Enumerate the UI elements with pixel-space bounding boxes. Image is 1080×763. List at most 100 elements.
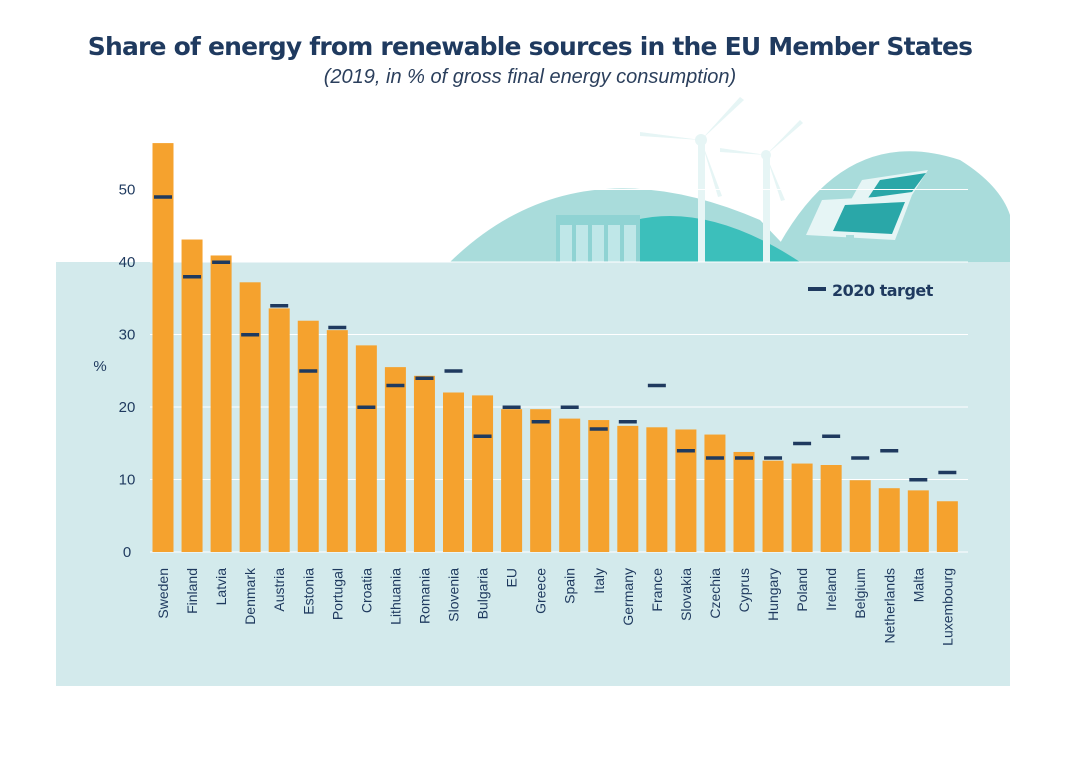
x-tick-label: France [649, 568, 665, 612]
bar-ireland [820, 465, 842, 552]
bar-germany [617, 425, 639, 552]
bar-luxembourg [936, 501, 958, 552]
x-tick-label: Poland [794, 568, 810, 612]
bar-poland [791, 463, 813, 552]
x-tick-label: Austria [271, 568, 287, 612]
target-marker-bulgaria [473, 434, 492, 438]
chart-subtitle: (2019, in % of gross final energy consum… [323, 66, 737, 88]
bar-spain [559, 418, 581, 552]
x-tick-label: Netherlands [881, 568, 897, 644]
bar-finland [181, 239, 203, 552]
target-marker-romania [415, 376, 434, 380]
bar-netherlands [878, 488, 900, 552]
target-marker-ireland [822, 434, 841, 438]
x-tick-label: Croatia [358, 568, 374, 613]
target-marker-portugal [328, 325, 347, 330]
target-marker-poland [793, 441, 812, 446]
bar-bulgaria [472, 395, 494, 552]
x-tick-label: Sweden [155, 568, 171, 619]
bar-italy [588, 420, 610, 552]
legend-target-swatch [808, 287, 826, 291]
bar-czechia [704, 434, 726, 552]
x-tick-label: Slovenia [446, 568, 462, 622]
solar-panel-icon [806, 170, 928, 247]
bar-austria [268, 308, 290, 552]
y-tick-label: 40 [119, 254, 136, 271]
x-axis-labels: Sweden Finland Latvia Denmark Austria Estonia… [155, 567, 955, 646]
x-tick-label: Cyprus [736, 568, 752, 612]
bars [152, 143, 958, 552]
y-tick-label: 50 [119, 182, 136, 199]
bar-romania [413, 375, 435, 552]
x-tick-label: Italy [591, 568, 607, 594]
y-tick-label: 0 [123, 544, 131, 561]
x-tick-label: Hungary [765, 568, 781, 621]
target-marker-germany [618, 420, 637, 424]
bar-slovenia [443, 392, 464, 552]
target-marker-austria [270, 304, 289, 308]
target-marker-czechia [705, 456, 724, 460]
target-marker-belgium [851, 456, 870, 460]
x-tick-label: Malta [910, 568, 926, 602]
target-marker-latvia [212, 260, 231, 264]
target-marker-croatia [357, 405, 376, 409]
dam-icon [556, 215, 640, 262]
bar-hungary [762, 460, 784, 552]
legend: 2020 target [808, 281, 934, 300]
target-marker-france [647, 383, 666, 388]
bar-france [646, 427, 668, 552]
bar-malta [907, 490, 929, 552]
x-tick-label: Slovakia [678, 568, 694, 621]
target-marker-hungary [764, 456, 783, 460]
x-tick-label: Denmark [242, 567, 258, 625]
x-tick-label: Ireland [823, 568, 839, 611]
bar-croatia [355, 345, 377, 552]
target-marker-sweden [154, 195, 172, 199]
target-marker-malta [909, 478, 928, 482]
y-tick-label: 20 [119, 399, 136, 416]
target-marker-italy [589, 427, 608, 431]
bar-cyprus [733, 451, 755, 552]
bar-estonia [297, 320, 319, 552]
bar-eu [501, 409, 523, 552]
x-tick-label: Luxembourg [939, 568, 955, 646]
bar-portugal [326, 330, 348, 552]
bar-denmark [239, 282, 261, 552]
x-tick-label: Spain [562, 568, 578, 604]
x-tick-label: Finland [184, 568, 200, 614]
x-tick-label: Bulgaria [475, 568, 491, 620]
wind-turbine-icon [640, 97, 744, 262]
renewable-energy-illustration [450, 97, 1010, 262]
target-marker-denmark [241, 333, 260, 337]
x-tick-label: Latvia [213, 568, 229, 606]
x-tick-label: Germany [620, 568, 636, 626]
target-marker-slovakia [676, 449, 695, 453]
target-marker-luxembourg [938, 470, 957, 475]
chart-title: Share of energy from renewable sources i… [87, 32, 973, 61]
target-marker-greece [531, 420, 550, 424]
legend-target-label: 2020 target [832, 281, 934, 300]
bar-belgium [849, 480, 871, 552]
bar-slovakia [675, 429, 697, 552]
x-tick-label: Belgium [852, 568, 868, 619]
y-tick-label: 30 [119, 327, 136, 344]
target-marker-cyprus [735, 456, 753, 460]
y-axis-label: % [93, 358, 106, 375]
x-tick-label: EU [504, 568, 520, 587]
x-tick-label: Czechia [707, 568, 723, 619]
target-markers [154, 195, 957, 482]
target-marker-netherlands [880, 449, 899, 453]
x-tick-label: Portugal [329, 568, 345, 620]
x-tick-label: Romania [416, 568, 432, 624]
bar-latvia [210, 255, 232, 552]
x-tick-label: Lithuania [387, 568, 403, 625]
bar-lithuania [384, 367, 406, 552]
bar-sweden [152, 143, 174, 552]
target-marker-estonia [299, 369, 318, 373]
target-marker-spain [560, 405, 579, 409]
x-tick-label: Greece [533, 568, 549, 614]
target-marker-finland [183, 275, 202, 279]
bar-greece [530, 409, 552, 552]
target-marker-slovenia [444, 369, 463, 373]
